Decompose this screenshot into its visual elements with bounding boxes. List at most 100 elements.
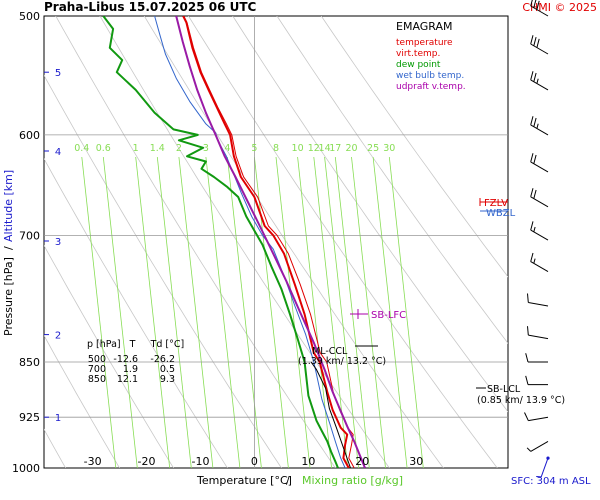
wind-barb [530, 35, 549, 55]
series-udpraft-v-temp [175, 16, 366, 468]
mixing-ratio-label: 12 [308, 143, 320, 154]
sounding-table: p [hPa] T Td [°C] 500 -12.6 -26.2 700 1.… [87, 339, 184, 385]
dry-adiabat-line [320, 16, 508, 278]
table-row-p: 700 [88, 364, 106, 375]
dry-adiabat-line [44, 334, 120, 468]
wind-barb [530, 116, 549, 136]
dry-adiabat-line [99, 16, 390, 468]
legend-item-wet-bulb: wet bulb temp. [396, 71, 464, 81]
mixing-ratio-line [275, 156, 311, 468]
altitude-tick-label: 3 [55, 237, 61, 248]
temperature-tick-label: 10 [301, 455, 315, 468]
mixing-ratio-label: 25 [367, 143, 379, 154]
table-row-t: -12.6 [113, 354, 138, 365]
altitude-tick-label: 4 [55, 147, 61, 158]
mixing-ratio-line [81, 156, 117, 468]
dry-adiabat-line [44, 157, 228, 468]
dry-adiabat-line [44, 74, 282, 468]
mixing-ratio-line [313, 156, 349, 468]
temperature-tick-label: 20 [355, 455, 369, 468]
mixing-ratio-label: 2 [176, 143, 182, 154]
mixing-ratio-label: 30 [383, 143, 395, 154]
temperature-tick-label: 0 [251, 455, 258, 468]
wind-barb [530, 0, 549, 17]
wind-barb [527, 326, 549, 340]
mixing-ratio-label: 0.6 [96, 143, 111, 154]
mixing-ratio-label: 5 [251, 143, 257, 154]
y-axis-label-separator: / [2, 246, 15, 250]
sb-lfc-label: SB-LFC [371, 310, 406, 321]
legend-item-dew-point: dew point [396, 60, 441, 70]
legend-item-virt-temp: virt.temp. [396, 49, 440, 59]
altitude-tick-label: 1 [55, 413, 61, 424]
dry-adiabat-line [55, 16, 336, 468]
plot-frame [43, 15, 509, 469]
sb-lcl-marker: SB-LCL (0.85 km/ 13.9 °C) [476, 384, 565, 406]
mixing-ratio-label: 4 [224, 143, 230, 154]
fzlv-label: FZLV [484, 198, 508, 209]
mixing-ratio-label: 20 [345, 143, 357, 154]
mixing-ratio-line [324, 156, 359, 468]
wind-barb [526, 440, 549, 452]
mixing-ratio-line [156, 156, 192, 468]
dry-adiabats [44, 16, 508, 468]
x-axis-label-mixing: Mixing ratio [g/kg] [302, 474, 403, 487]
altitude-tick-label: 5 [55, 68, 61, 79]
wbzl-marker: WBZL [480, 208, 516, 219]
mixing-ratio-line [178, 156, 214, 468]
sfc-label: SFC: 304 m ASL [511, 476, 591, 487]
series-parcel [310, 361, 351, 468]
wind-barb [530, 252, 549, 273]
mixing-ratio-line [297, 156, 332, 468]
mixing-ratio-line [135, 156, 171, 468]
sb-lcl-label: SB-LCL [487, 384, 521, 395]
mixing-ratio-line [372, 156, 408, 468]
wind-barb [530, 153, 549, 173]
dry-adiabat-line [44, 244, 174, 468]
wind-barb [525, 353, 548, 363]
table-row-td: 9.3 [160, 374, 175, 385]
wind-barb [530, 71, 549, 91]
table-row-p: 850 [88, 374, 106, 385]
sb-lfc-marker: SB-LFC [350, 309, 406, 321]
mixing-ratio-label: 0.4 [74, 143, 89, 154]
copyright-label: CHMI © 2025 [522, 1, 597, 14]
profile-series [102, 16, 366, 468]
fzlv-marker: FZLV [479, 198, 508, 209]
legend-item-temperature: temperature [396, 38, 453, 48]
table-row-td: -26.2 [150, 354, 175, 365]
mixing-ratio-line [227, 156, 262, 468]
wbzl-label: WBZL [486, 208, 516, 219]
pressure-tick-label: 1000 [12, 462, 40, 475]
dry-adiabat-line [276, 16, 508, 344]
series-temperature [182, 16, 350, 468]
mixing-ratio-label: 8 [273, 143, 279, 154]
wind-barb [536, 456, 550, 478]
y-axis-label: Pressure [hPa] / Altitude [km] [2, 170, 15, 336]
altitude-ticks: 1 2 3 4 5 [44, 68, 61, 424]
wind-barb [527, 293, 549, 307]
pressure-tick-label: 700 [19, 229, 40, 242]
station-time-title: Praha-Libus 15.07.2025 06 UTC [44, 0, 257, 14]
table-row-td: 0.5 [160, 364, 175, 375]
mixing-ratio-label: 14 [319, 143, 331, 154]
temperature-tick-label: -20 [138, 455, 156, 468]
dry-adiabat-line [232, 16, 508, 413]
table-row-p: 500 [88, 354, 106, 365]
temperature-tick-label: -10 [192, 455, 210, 468]
x-axis-label: Temperature [°C] / Mixing ratio [g/kg] [196, 474, 403, 487]
mixing-ratio-label: 17 [329, 143, 341, 154]
x-axis-label-temperature: Temperature [°C] [196, 474, 292, 487]
mixing-ratio-line [254, 156, 289, 468]
y-axis-label-pressure: Pressure [hPa] [2, 257, 15, 336]
wind-barbs [524, 0, 550, 478]
ml-ccl-detail: (1.39 km/ 13.2 °C) [298, 356, 386, 367]
pressure-tick-label: 500 [19, 10, 40, 23]
mixing-ratio-label: 1.4 [150, 143, 165, 154]
mixing-ratio-line [388, 156, 424, 468]
pressure-tick-label: 925 [19, 411, 40, 424]
legend-title: EMAGRAM [396, 20, 453, 33]
